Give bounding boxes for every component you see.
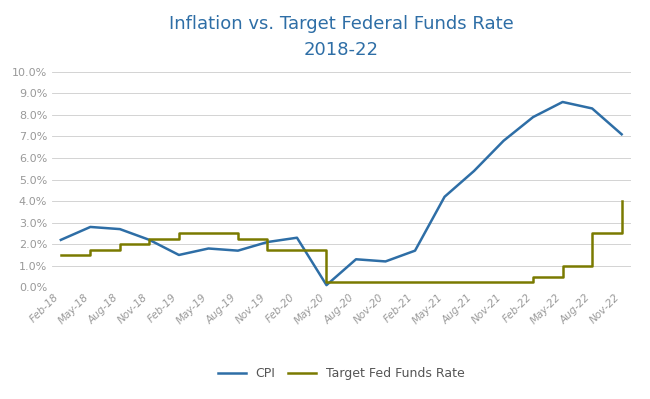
- CPI: [500, 138, 508, 143]
- Target Fed Funds Rate: [618, 199, 625, 203]
- CPI: [86, 225, 94, 229]
- Title: Inflation vs. Target Federal Funds Rate
2018-22: Inflation vs. Target Federal Funds Rate …: [169, 15, 514, 59]
- Target Fed Funds Rate: [352, 279, 360, 284]
- CPI: [382, 259, 389, 264]
- Target Fed Funds Rate: [263, 247, 271, 252]
- Target Fed Funds Rate: [588, 231, 596, 236]
- Target Fed Funds Rate: [529, 274, 537, 279]
- CPI: [411, 248, 419, 253]
- Target Fed Funds Rate: [234, 236, 242, 241]
- CPI: [618, 132, 625, 137]
- Legend: CPI, Target Fed Funds Rate: CPI, Target Fed Funds Rate: [213, 362, 469, 385]
- Target Fed Funds Rate: [559, 263, 567, 268]
- Target Fed Funds Rate: [116, 242, 124, 247]
- CPI: [205, 246, 213, 251]
- CPI: [559, 100, 567, 105]
- Target Fed Funds Rate: [205, 231, 213, 236]
- CPI: [146, 237, 153, 242]
- Target Fed Funds Rate: [57, 253, 65, 257]
- CPI: [175, 253, 183, 257]
- Target Fed Funds Rate: [146, 236, 153, 241]
- Target Fed Funds Rate: [411, 279, 419, 284]
- CPI: [529, 115, 537, 119]
- CPI: [234, 248, 242, 253]
- CPI: [293, 235, 301, 240]
- CPI: [352, 257, 360, 262]
- Target Fed Funds Rate: [293, 247, 301, 252]
- Target Fed Funds Rate: [322, 279, 330, 284]
- Target Fed Funds Rate: [500, 279, 508, 284]
- CPI: [588, 106, 596, 111]
- Target Fed Funds Rate: [175, 231, 183, 236]
- Target Fed Funds Rate: [86, 247, 94, 252]
- Target Fed Funds Rate: [382, 279, 389, 284]
- CPI: [263, 240, 271, 245]
- Line: Target Fed Funds Rate: Target Fed Funds Rate: [61, 201, 621, 282]
- CPI: [441, 194, 448, 199]
- CPI: [57, 237, 65, 242]
- CPI: [470, 168, 478, 173]
- Target Fed Funds Rate: [441, 279, 448, 284]
- Target Fed Funds Rate: [470, 279, 478, 284]
- Line: CPI: CPI: [61, 102, 621, 285]
- CPI: [322, 283, 330, 288]
- CPI: [116, 227, 124, 231]
